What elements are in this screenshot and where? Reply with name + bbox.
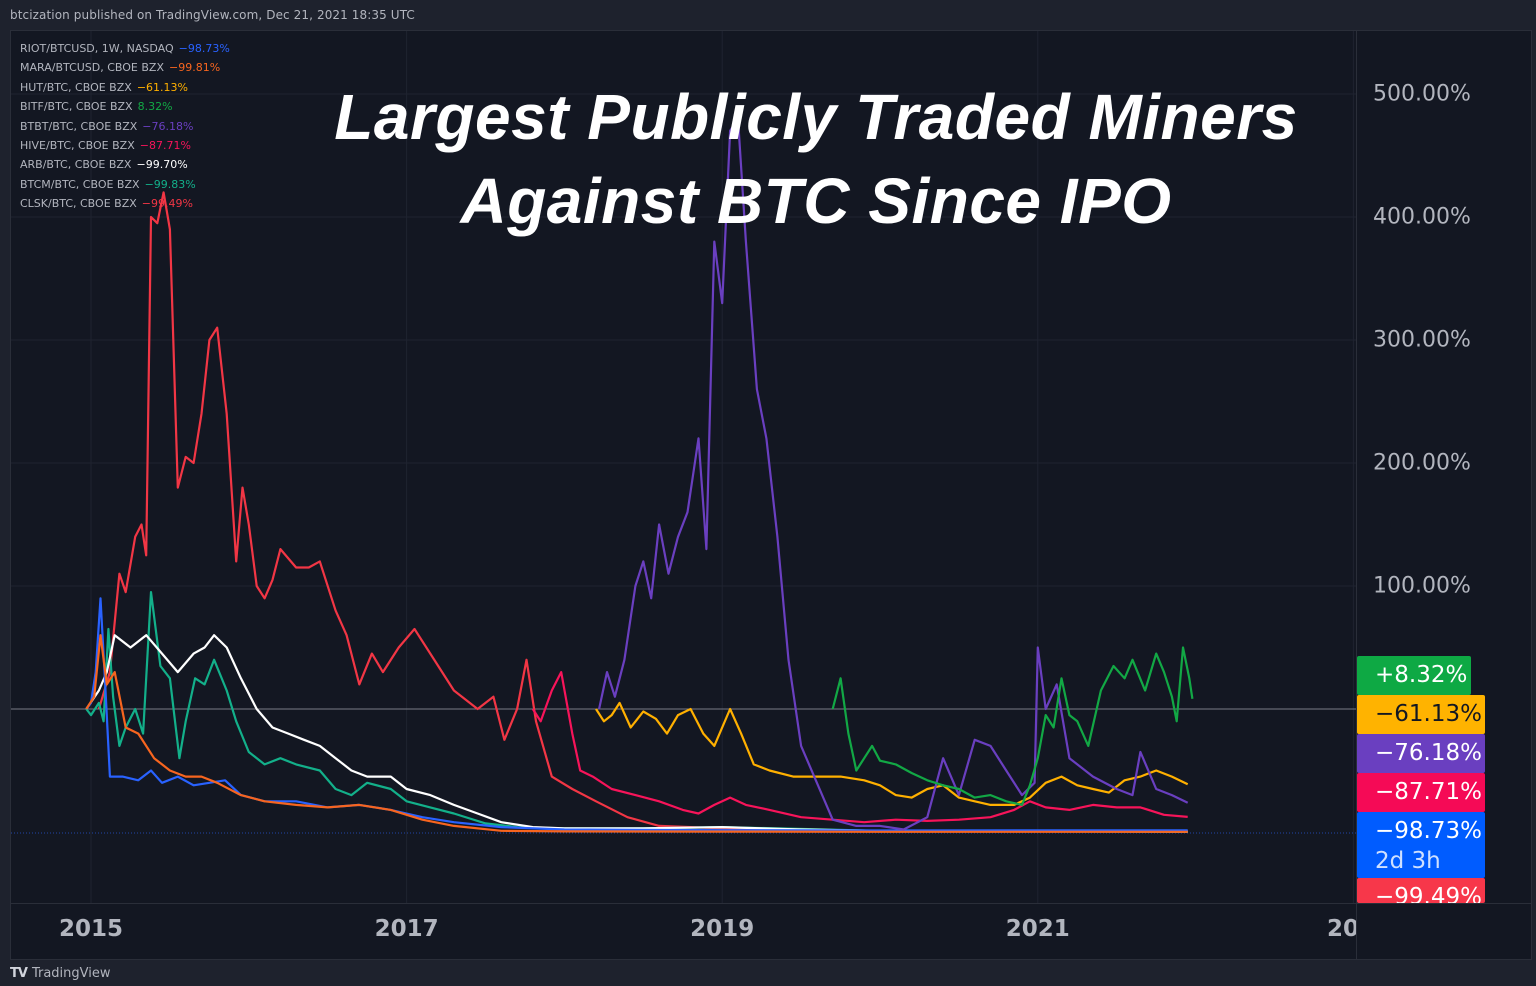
badge-value: −98.73% xyxy=(1375,818,1482,844)
chart-container: RIOT/BTCUSD, 1W, NASDAQ −98.73% MARA/BTCUS… xyxy=(10,30,1532,960)
time-axis[interactable]: 2015 2017 2019 2021 202 xyxy=(11,903,1356,959)
series-line-clsk[interactable] xyxy=(97,191,1188,833)
last-value-badge: +8.32% xyxy=(1357,656,1471,695)
legend-item[interactable]: BTCM/BTC, CBOE BZX −99.83% xyxy=(20,175,230,194)
time-tick-label: 202 xyxy=(1326,916,1356,942)
series-line-arb[interactable] xyxy=(85,634,1188,833)
legend-item[interactable]: BTBT/BTC, CBOE BZX −76.18% xyxy=(20,117,230,136)
legend-value: −99.81% xyxy=(169,61,221,75)
time-tick-label: 2021 xyxy=(1005,916,1070,942)
legend-item[interactable]: RIOT/BTCUSD, 1W, NASDAQ −98.73% xyxy=(20,39,230,58)
legend-item[interactable]: BITF/BTC, CBOE BZX 8.32% xyxy=(20,97,230,116)
legend-item[interactable]: HUT/BTC, CBOE BZX −61.13% xyxy=(20,78,230,97)
legend-value: −61.13% xyxy=(136,80,188,94)
legend-symbol: CLSK/BTC, CBOE BZX xyxy=(20,197,137,211)
legend-value: −99.83% xyxy=(144,177,196,191)
price-tick-label: 300.00% xyxy=(1373,327,1471,353)
chart-pane[interactable]: RIOT/BTCUSD, 1W, NASDAQ −98.73% MARA/BTCUS… xyxy=(11,31,1356,903)
legend-symbol: HUT/BTC, CBOE BZX xyxy=(20,80,132,94)
chart-overlay-title: Largest Publicly Traded Miners Against B… xyxy=(241,75,1356,243)
series-line-mara[interactable] xyxy=(85,634,1188,833)
legend-symbol: BITF/BTC, CBOE BZX xyxy=(20,100,133,114)
legend-value: −99.70% xyxy=(136,158,188,172)
legend-item[interactable]: HIVE/BTC, CBOE BZX −87.71% xyxy=(20,136,230,155)
series-line-hut[interactable] xyxy=(595,701,1189,807)
price-tick-label: 100.00% xyxy=(1373,573,1471,599)
legend-item[interactable]: ARB/BTC, CBOE BZX −99.70% xyxy=(20,155,230,174)
legend-symbol: BTCM/BTC, CBOE BZX xyxy=(20,177,140,191)
badge-value: +8.32% xyxy=(1375,662,1468,688)
time-tick-label: 2017 xyxy=(374,916,439,942)
tradingview-logo-icon: TV xyxy=(10,966,28,981)
price-tick-label: 400.00% xyxy=(1373,204,1471,230)
badge-value: −76.18% xyxy=(1375,740,1482,766)
legend-symbol: RIOT/BTCUSD, 1W, NASDAQ xyxy=(20,42,174,55)
legend-value: −99.49% xyxy=(141,197,193,211)
title-line-1: Largest Publicly Traded Miners xyxy=(334,81,1298,153)
badge-value: −61.13% xyxy=(1375,701,1482,727)
legend-value: −87.71% xyxy=(139,139,191,153)
legend-value: −98.73% xyxy=(178,42,230,55)
badge-value: −99.49% xyxy=(1375,884,1482,903)
series-line-btbt[interactable] xyxy=(598,117,1189,831)
price-tick-label: 500.00% xyxy=(1373,81,1471,107)
legend-item[interactable]: MARA/BTCUSD, CBOE BZX −99.81% xyxy=(20,58,230,77)
series-line-bitf[interactable] xyxy=(831,646,1194,807)
bar-countdown: 2d 3h xyxy=(1375,848,1441,874)
footer: TV TradingView xyxy=(10,966,110,981)
axis-corner xyxy=(1356,903,1531,959)
legend-symbol: HIVE/BTC, CBOE BZX xyxy=(20,139,135,153)
price-tick-label: 200.00% xyxy=(1373,450,1471,476)
last-value-badge: −98.73% 2d 3h xyxy=(1357,812,1485,878)
last-value-badge: −76.18% xyxy=(1357,734,1485,773)
legend-symbol: ARB/BTC, CBOE BZX xyxy=(20,158,132,172)
series-line-btcm[interactable] xyxy=(85,590,1188,833)
last-value-badge: −61.13% xyxy=(1357,695,1485,734)
brand-name: TradingView xyxy=(31,966,111,981)
legend-item[interactable]: CLSK/BTC, CBOE BZX −99.49% xyxy=(20,194,230,213)
price-axis[interactable]: 500.00% 400.00% 300.00% 200.00% 100.00% +8.32… xyxy=(1356,31,1531,903)
legend-symbol: MARA/BTCUSD, CBOE BZX xyxy=(20,61,164,75)
legend-symbol: BTBT/BTC, CBOE BZX xyxy=(20,119,138,133)
last-value-badge: −99.49% xyxy=(1357,878,1485,903)
time-tick-label: 2015 xyxy=(58,916,124,942)
time-tick-label: 2019 xyxy=(690,916,755,942)
badge-value: −87.71% xyxy=(1375,779,1482,805)
line-chart xyxy=(11,31,1356,903)
series-line-hive[interactable] xyxy=(531,670,1188,824)
series-line-riot[interactable] xyxy=(85,597,1188,832)
publish-info: btcization published on TradingView.com,… xyxy=(10,8,415,22)
series-legend: RIOT/BTCUSD, 1W, NASDAQ −98.73% MARA/BTCUS… xyxy=(20,39,230,214)
title-line-2: Against BTC Since IPO xyxy=(460,165,1172,237)
last-value-badge: −87.71% xyxy=(1357,773,1485,812)
legend-value: 8.32% xyxy=(137,100,173,114)
legend-value: −76.18% xyxy=(142,119,194,133)
